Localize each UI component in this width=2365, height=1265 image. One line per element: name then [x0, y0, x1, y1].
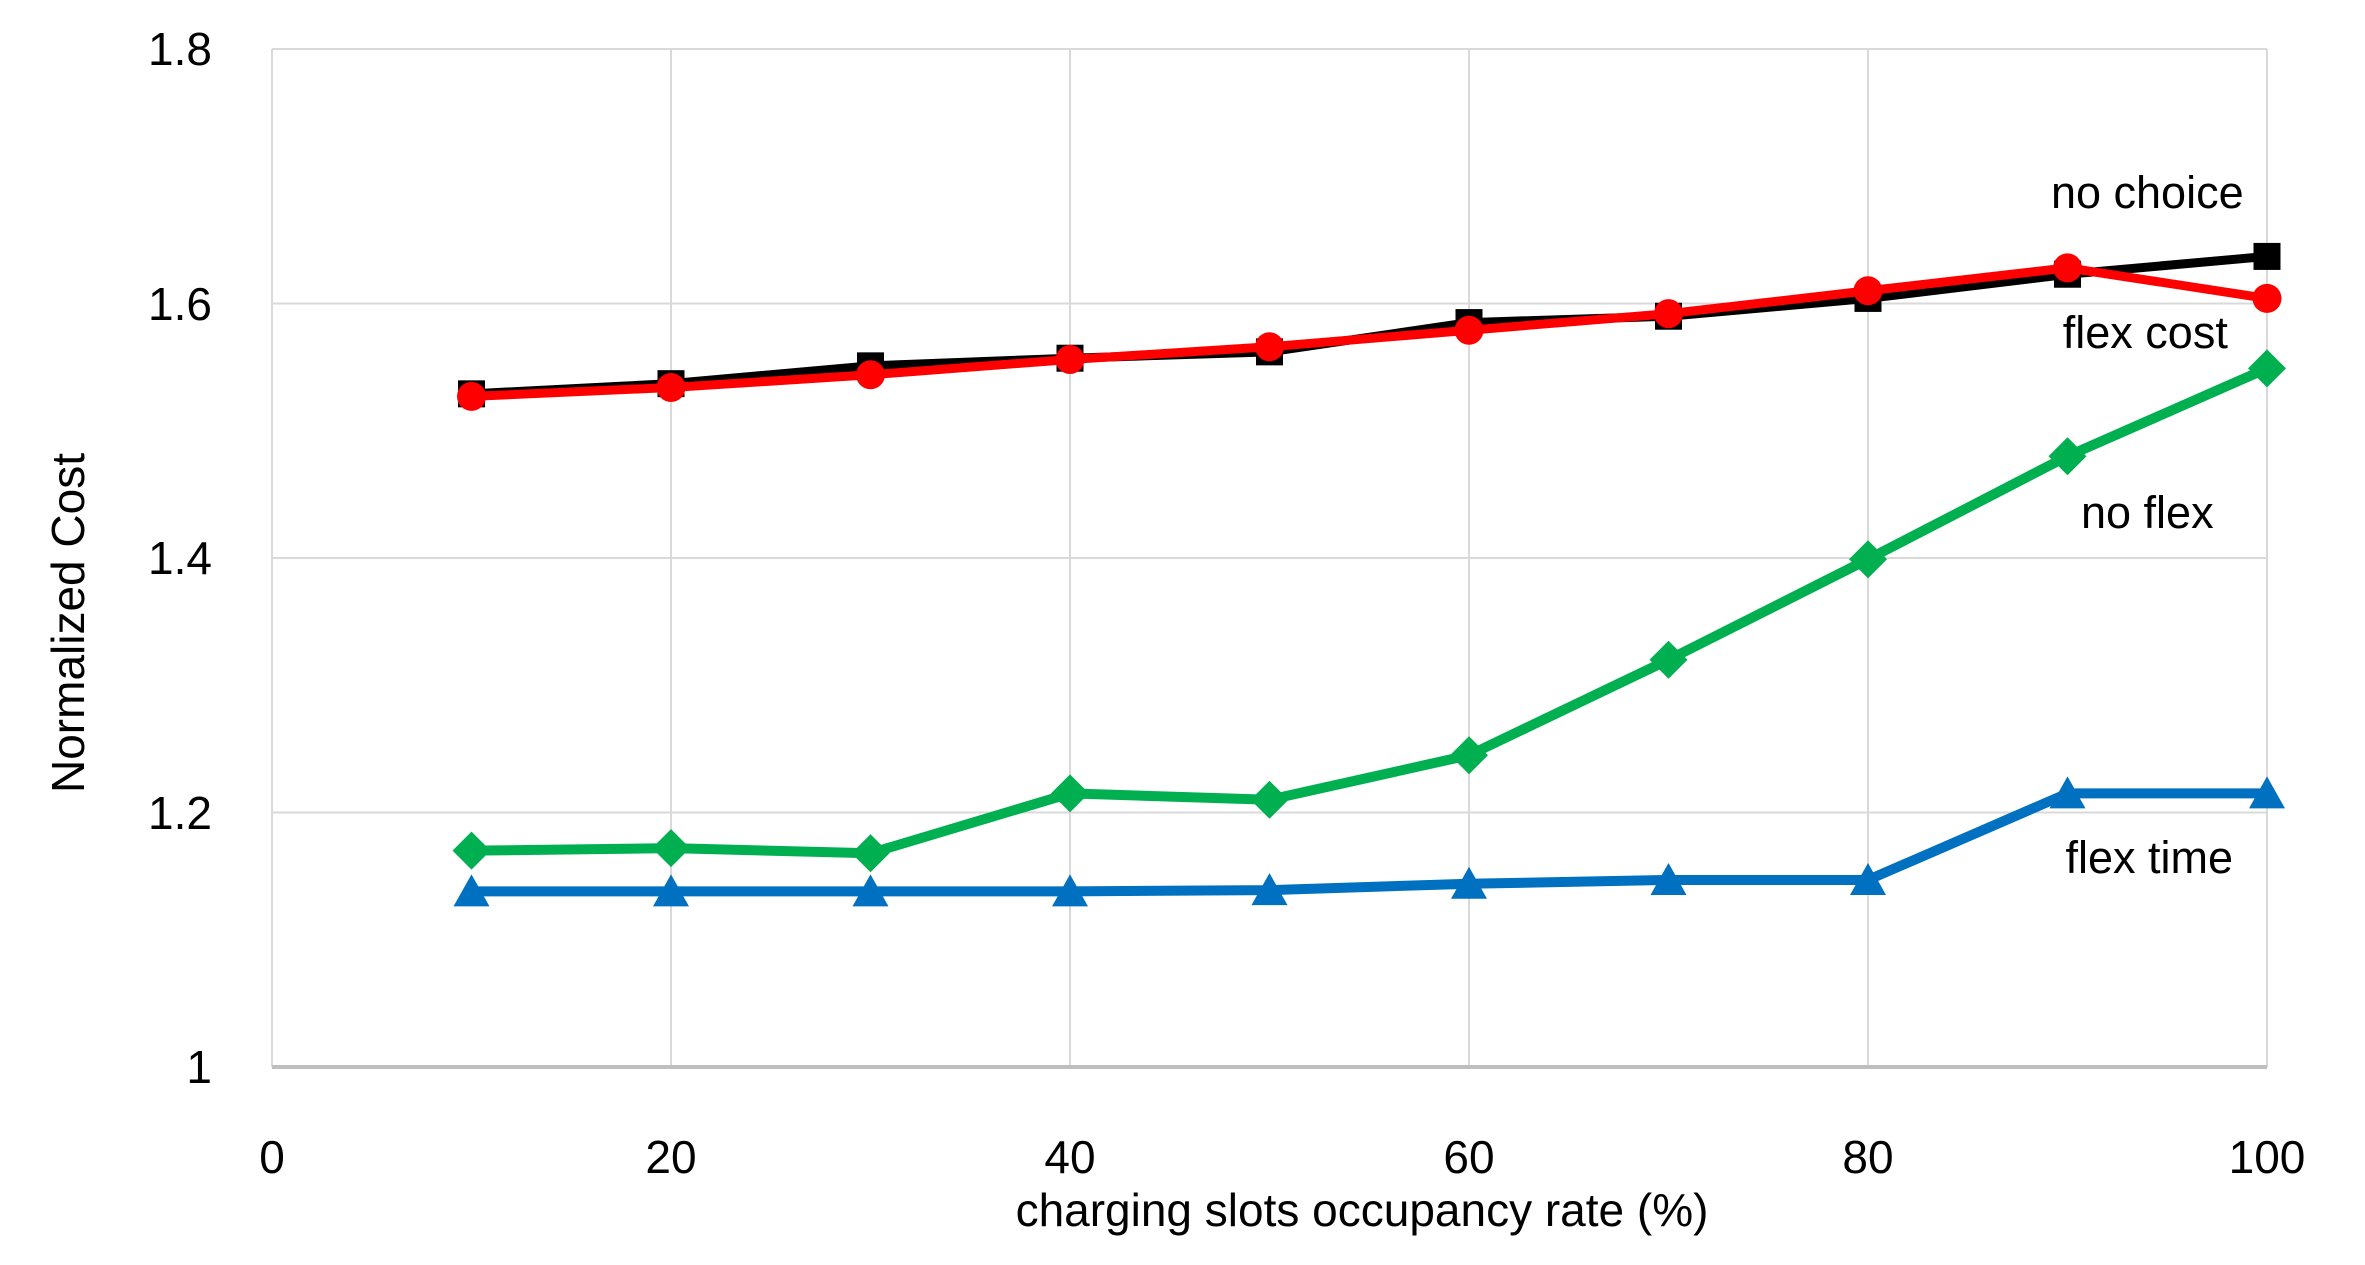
marker-flex-time [1451, 866, 1487, 899]
y-tick-label: 1.4 [148, 532, 212, 584]
y-tick-label: 1.8 [148, 23, 212, 75]
marker-flex-time [453, 874, 490, 907]
x-axis-title: charging slots occupancy rate (%) [1015, 1184, 1709, 1236]
x-tick-label: 0 [259, 1131, 285, 1183]
x-tick-label: 20 [645, 1131, 697, 1183]
series-line-flex-cost [467, 263, 2272, 401]
series-line-flex-time [466, 788, 2272, 897]
marker-no-flex [1849, 540, 1887, 579]
marker-no-flex [1649, 640, 1688, 679]
marker-no-flex [1250, 780, 1289, 819]
marker-flex-time [1052, 874, 1088, 907]
series-line-no-flex [466, 363, 2272, 859]
marker-flex-cost [457, 381, 486, 411]
x-tick-label: 100 [2228, 1131, 2306, 1183]
marker-flex-time [2249, 776, 2285, 809]
series-label-no-choice: no choice [2050, 166, 2244, 218]
y-tick-label: 1 [186, 1041, 212, 1093]
marker-no-flex [452, 831, 491, 870]
marker-flex-cost [1255, 332, 1284, 362]
x-tick-label: 40 [1044, 1131, 1096, 1183]
marker-flex-cost [656, 372, 686, 402]
marker-flex-time [653, 874, 689, 907]
marker-no-choice [2253, 242, 2281, 270]
marker-flex-cost [2252, 283, 2282, 313]
marker-no-flex [1051, 774, 1089, 813]
y-axis-title: Normalized Cost [42, 453, 94, 793]
series-label-flex-time: flex time [2065, 832, 2234, 884]
series-label-no-flex: no flex [2081, 487, 2214, 539]
marker-flex-cost [1654, 299, 1683, 329]
marker-flex-time [1251, 873, 1288, 906]
marker-no-flex [2048, 437, 2087, 476]
y-tick-label: 1.2 [148, 786, 212, 839]
marker-flex-time [2049, 776, 2086, 809]
x-tick-label: 80 [1842, 1131, 1894, 1183]
marker-flex-time [852, 874, 889, 907]
series-label-flex-cost: flex cost [2062, 306, 2228, 358]
marker-flex-time [1850, 862, 1886, 895]
marker-flex-cost [1055, 344, 1085, 374]
marker-no-flex [652, 829, 690, 868]
y-tick-label: 1.6 [148, 277, 212, 330]
marker-no-flex [1450, 736, 1488, 775]
x-tick-label: 60 [1443, 1131, 1495, 1183]
marker-flex-cost [2053, 253, 2082, 283]
marker-flex-time [1650, 862, 1687, 895]
marker-flex-cost [1454, 315, 1484, 345]
marker-flex-cost [856, 360, 885, 390]
marker-flex-cost [1853, 276, 1883, 306]
marker-no-flex [2248, 349, 2286, 388]
marker-no-flex [851, 834, 890, 873]
